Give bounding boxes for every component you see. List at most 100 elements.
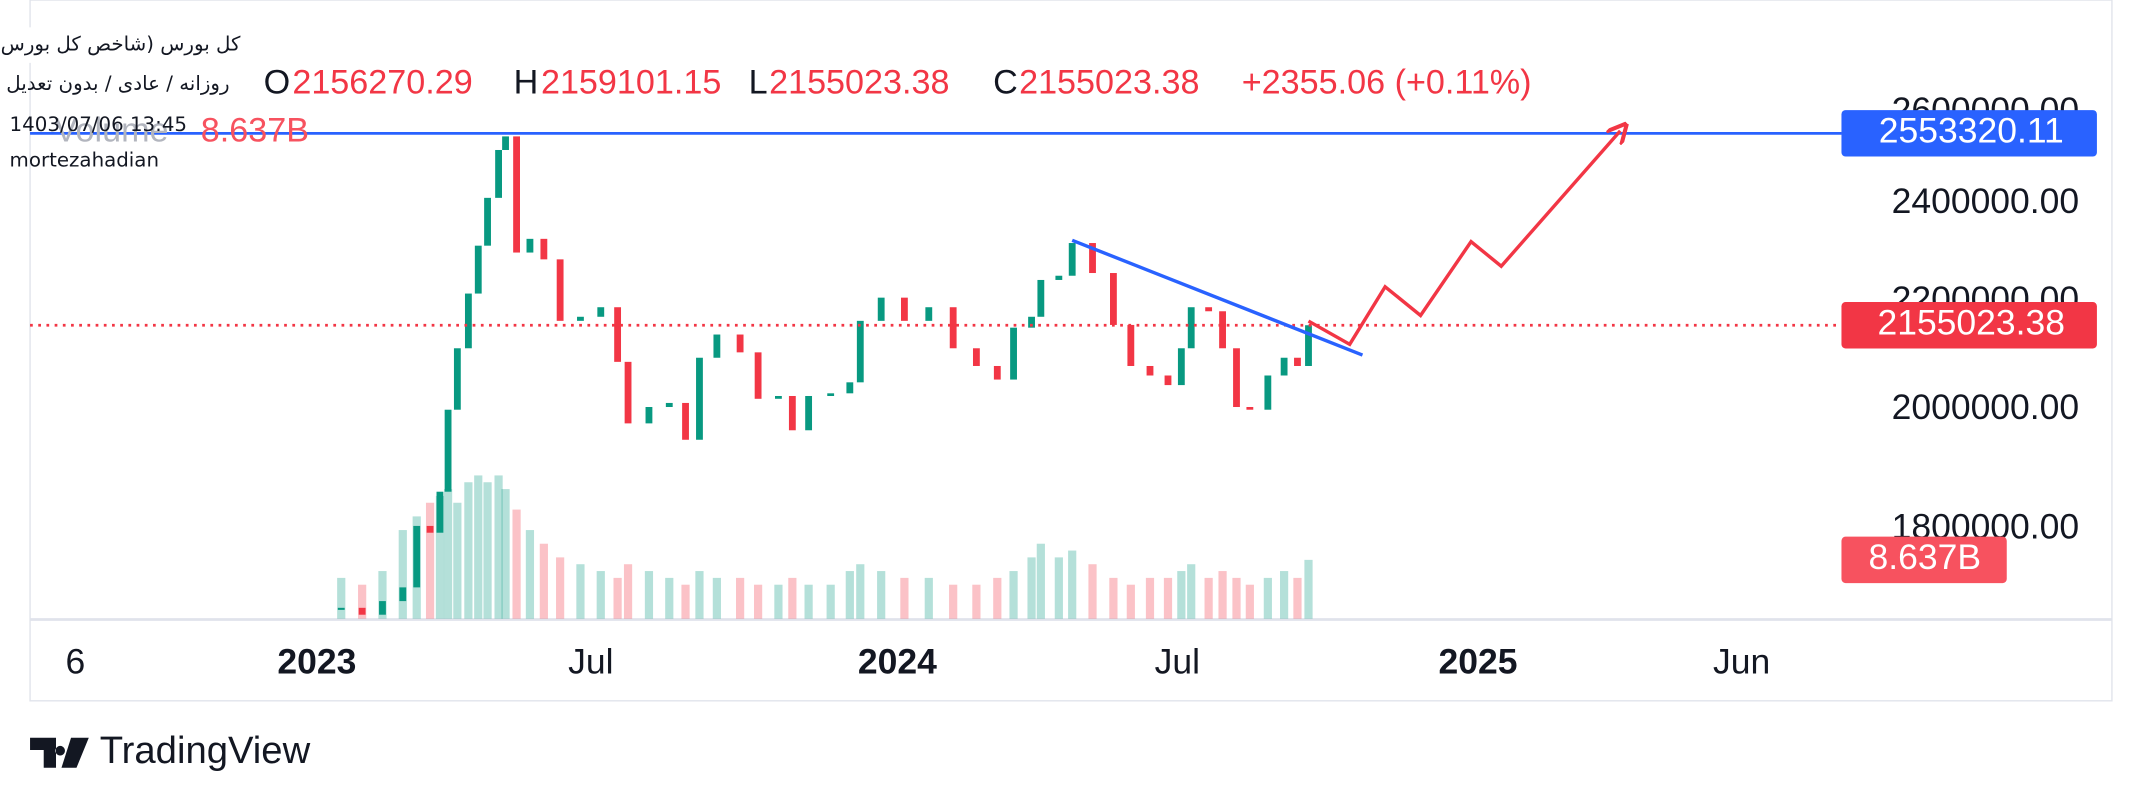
volume-bar xyxy=(681,584,690,619)
candle xyxy=(1127,324,1135,366)
x-tick-label: Jul xyxy=(1155,641,1200,681)
candle xyxy=(713,334,721,358)
volume-bar xyxy=(665,577,674,619)
candle xyxy=(597,307,605,317)
candle xyxy=(556,259,564,321)
volume-bar xyxy=(1263,577,1272,619)
volume-tag xyxy=(1841,536,2007,584)
subtitle: روزانه / عادی / بدون تعدیل xyxy=(6,72,229,95)
volume-bar xyxy=(425,502,435,619)
price-tag xyxy=(1841,110,2097,157)
x-tick-label: 2024 xyxy=(858,641,937,681)
candle xyxy=(513,136,520,253)
volume-bar xyxy=(501,489,510,619)
volume-bar xyxy=(845,571,854,619)
candle xyxy=(1068,243,1076,276)
candle xyxy=(1164,375,1172,386)
drawings xyxy=(30,131,1842,357)
candle xyxy=(484,197,491,246)
volume-bar xyxy=(736,577,745,619)
header: Volume 8.637B کل بورس (شاخص کل بورس) روز… xyxy=(0,27,1532,172)
volume-bar xyxy=(1280,571,1289,619)
volume-bar xyxy=(1232,577,1241,619)
ohlc-value: 2155023.38 xyxy=(1019,64,1199,102)
volume-bar xyxy=(613,577,622,619)
volume-bar xyxy=(712,577,721,619)
volume-bar xyxy=(695,571,704,619)
trendline xyxy=(1071,238,1364,357)
candle xyxy=(645,407,653,424)
candle xyxy=(949,307,957,349)
axes: 6 2023 Jul 2024 Jul 2025 Jun1800000.002000000.… xyxy=(65,90,2097,681)
candle xyxy=(1110,273,1117,325)
candle xyxy=(495,149,502,198)
x-tick-label: 2023 xyxy=(277,641,356,681)
volume-bar xyxy=(972,584,981,619)
volume-title: Volume xyxy=(55,112,169,150)
volume-bar xyxy=(1163,577,1173,619)
candle xyxy=(754,352,762,399)
ohlc-value: 2156270.29 xyxy=(292,64,472,102)
candle xyxy=(846,382,854,394)
candle xyxy=(900,297,908,321)
candle xyxy=(1089,243,1096,274)
volume-bar xyxy=(1187,564,1196,619)
volume-bar xyxy=(596,571,605,619)
candle xyxy=(972,348,980,366)
volume-bar xyxy=(474,475,483,619)
volume-bar xyxy=(826,584,835,619)
candle xyxy=(1055,275,1063,280)
volume-bar xyxy=(453,502,462,619)
volume-bar xyxy=(1068,550,1077,619)
volume-bar xyxy=(877,571,886,619)
candle xyxy=(682,402,689,440)
candle xyxy=(358,607,366,615)
volume-bar xyxy=(788,577,797,619)
volume-bar xyxy=(924,577,933,619)
candle xyxy=(426,525,434,533)
candle xyxy=(502,136,509,150)
ohlc-label: L xyxy=(749,64,768,102)
x-tick-label: Jul xyxy=(568,641,613,681)
candle xyxy=(856,320,864,383)
volume-bar xyxy=(1054,557,1063,619)
candle xyxy=(827,393,835,396)
title-bg xyxy=(0,27,244,63)
volume-bar xyxy=(900,577,909,619)
volume-bar xyxy=(1204,577,1213,619)
volume-tag-label: 8.637B xyxy=(1869,537,1982,577)
volume-bar xyxy=(1145,577,1155,619)
volume-bar xyxy=(525,530,535,619)
logo: TradingView xyxy=(30,729,311,772)
title: کل بورس (شاخص کل بورس) xyxy=(0,33,241,56)
candle xyxy=(436,491,444,533)
timestamp: 1403/07/06 13:45 xyxy=(10,113,187,136)
candle xyxy=(1233,348,1240,408)
candle xyxy=(1187,307,1195,349)
volume-bar xyxy=(644,571,654,619)
volume-bar xyxy=(512,509,521,619)
candle xyxy=(379,601,386,615)
volume-bar xyxy=(358,584,367,619)
ohlc-value: 2159101.15 xyxy=(541,64,721,102)
candle xyxy=(696,357,703,440)
volume-bar xyxy=(1245,584,1254,619)
candle xyxy=(993,365,1001,380)
x-tick-label: Jun xyxy=(1713,641,1770,681)
volume-bar xyxy=(539,543,548,619)
candle xyxy=(399,587,407,602)
price-tag-label: 2553320.11 xyxy=(1879,111,2064,151)
volume-bar xyxy=(464,482,473,619)
candle xyxy=(1028,316,1035,328)
candle xyxy=(1219,311,1226,349)
volume-bar xyxy=(1009,571,1018,619)
volume-bar xyxy=(1177,571,1186,619)
candle xyxy=(805,395,813,431)
candle xyxy=(1177,348,1185,386)
candle xyxy=(775,395,782,399)
ohlc-value: 2155023.38 xyxy=(769,64,949,102)
candle xyxy=(337,607,345,610)
volume-bar xyxy=(1218,571,1227,619)
volume-bar xyxy=(804,584,813,619)
candle xyxy=(1037,279,1045,317)
